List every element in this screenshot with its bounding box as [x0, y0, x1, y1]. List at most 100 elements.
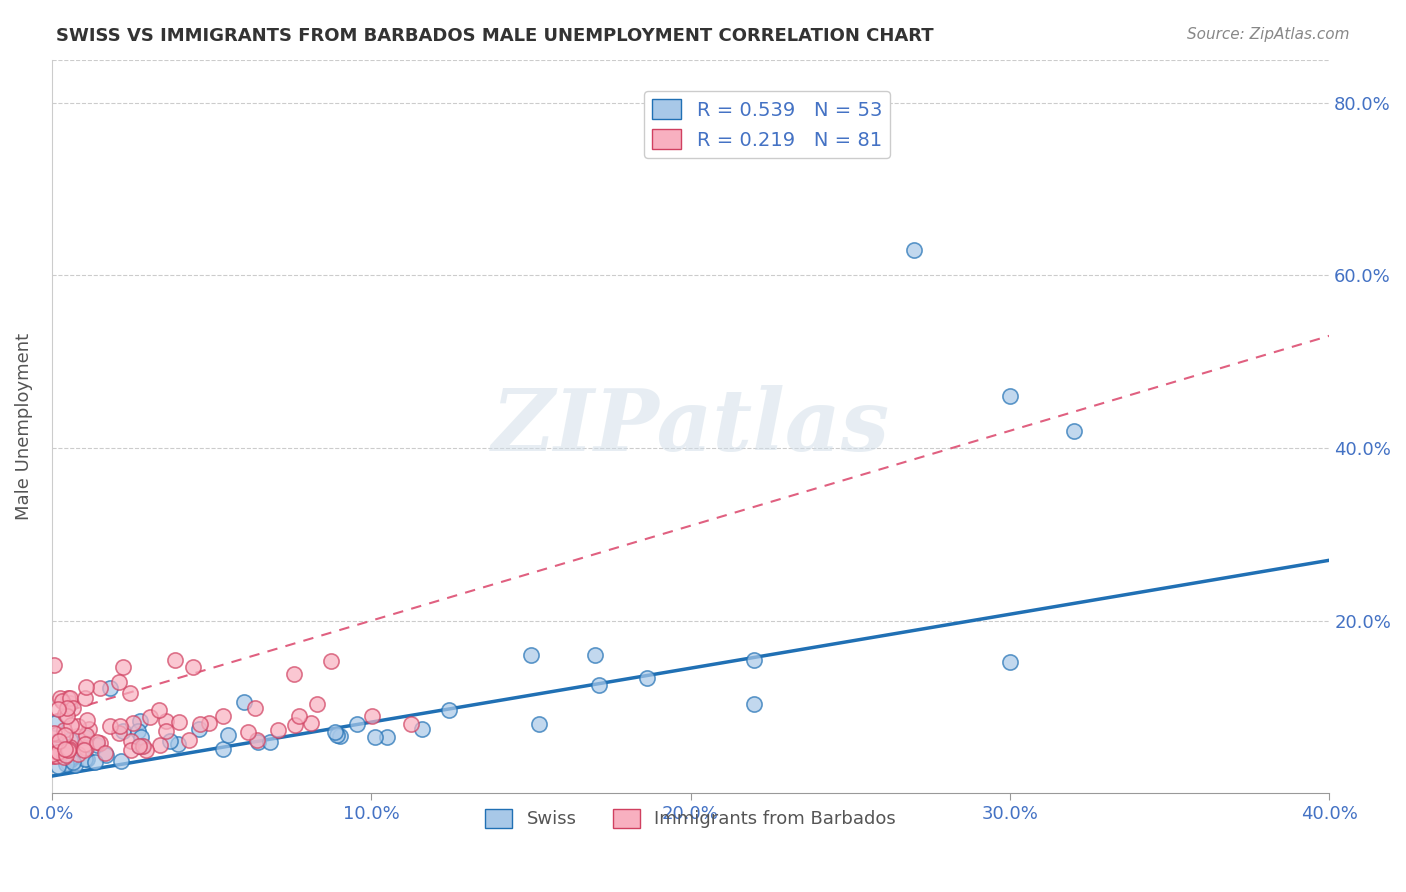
Point: [59, 696, 82, 710]
Point: [107, 674, 129, 689]
Point: [86, 735, 108, 749]
Point: [56, 691, 79, 706]
Text: ZIPatlas: ZIPatlas: [492, 384, 890, 468]
Point: [998, 655, 1021, 669]
Point: [46, 740, 69, 755]
Point: [325, 728, 347, 742]
Point: [44, 725, 66, 739]
Point: [283, 718, 305, 732]
Point: [236, 724, 259, 739]
Point: [53, 750, 76, 764]
Point: [437, 703, 460, 717]
Point: [46, 745, 69, 759]
Point: [55, 706, 77, 721]
Point: [132, 739, 155, 753]
Point: [51, 694, 73, 708]
Point: [305, 698, 328, 712]
Point: [46, 727, 69, 741]
Point: [135, 743, 157, 757]
Point: [42, 747, 65, 762]
Point: [198, 716, 221, 731]
Point: [181, 659, 204, 673]
Point: [56, 698, 79, 713]
Point: [60, 750, 83, 764]
Point: [139, 709, 162, 723]
Point: [583, 648, 606, 663]
Point: [56, 700, 79, 714]
Point: [42, 748, 65, 763]
Point: [903, 243, 925, 257]
Point: [325, 724, 347, 739]
Point: [177, 732, 200, 747]
Point: [45, 739, 67, 753]
Point: [53, 728, 76, 742]
Text: SWISS VS IMMIGRANTS FROM BARBADOS MALE UNEMPLOYMENT CORRELATION CHART: SWISS VS IMMIGRANTS FROM BARBADOS MALE U…: [56, 27, 934, 45]
Point: [636, 671, 658, 685]
Point: [112, 659, 135, 673]
Point: [411, 722, 433, 736]
Point: [94, 748, 117, 763]
Point: [520, 648, 543, 663]
Point: [46, 702, 69, 716]
Point: [49, 691, 72, 706]
Point: [77, 722, 100, 736]
Point: [163, 653, 186, 667]
Point: [108, 726, 131, 740]
Point: [329, 729, 352, 743]
Point: [998, 389, 1021, 403]
Point: [159, 734, 181, 748]
Point: [53, 742, 76, 756]
Point: [75, 741, 97, 756]
Point: [212, 741, 235, 756]
Point: [75, 691, 97, 706]
Point: [46, 758, 69, 772]
Point: [127, 723, 149, 738]
Point: [188, 722, 211, 736]
Point: [89, 736, 111, 750]
Point: [110, 719, 132, 733]
Point: [66, 719, 89, 733]
Point: [56, 709, 79, 723]
Point: [73, 743, 96, 757]
Point: [377, 730, 399, 744]
Point: [86, 738, 108, 752]
Point: [75, 728, 97, 742]
Point: [246, 733, 269, 747]
Point: [118, 686, 141, 700]
Point: [399, 717, 422, 731]
Point: [75, 681, 97, 695]
Point: [98, 681, 121, 695]
Point: [131, 739, 153, 753]
Point: [155, 723, 177, 738]
Point: [588, 678, 610, 692]
Point: [364, 730, 387, 744]
Point: [131, 730, 153, 744]
Point: [211, 709, 233, 723]
Point: [529, 716, 551, 731]
Point: [59, 739, 82, 754]
Point: [149, 738, 172, 752]
Point: [247, 735, 270, 749]
Point: [319, 654, 342, 668]
Point: [148, 703, 170, 717]
Point: [1063, 424, 1085, 438]
Point: [73, 752, 96, 766]
Point: [110, 754, 132, 768]
Point: [94, 747, 117, 761]
Point: [122, 716, 145, 731]
Legend: Swiss, Immigrants from Barbados: Swiss, Immigrants from Barbados: [478, 802, 903, 836]
Point: [48, 733, 70, 747]
Point: [155, 714, 177, 728]
Point: [98, 719, 121, 733]
Point: [233, 695, 256, 709]
Point: [55, 756, 77, 771]
Point: [167, 737, 190, 751]
Point: [167, 714, 190, 729]
Point: [128, 739, 150, 753]
Point: [84, 756, 107, 770]
Point: [59, 690, 82, 705]
Point: [58, 742, 80, 756]
Point: [89, 681, 111, 695]
Point: [288, 708, 311, 723]
Point: [128, 739, 150, 754]
